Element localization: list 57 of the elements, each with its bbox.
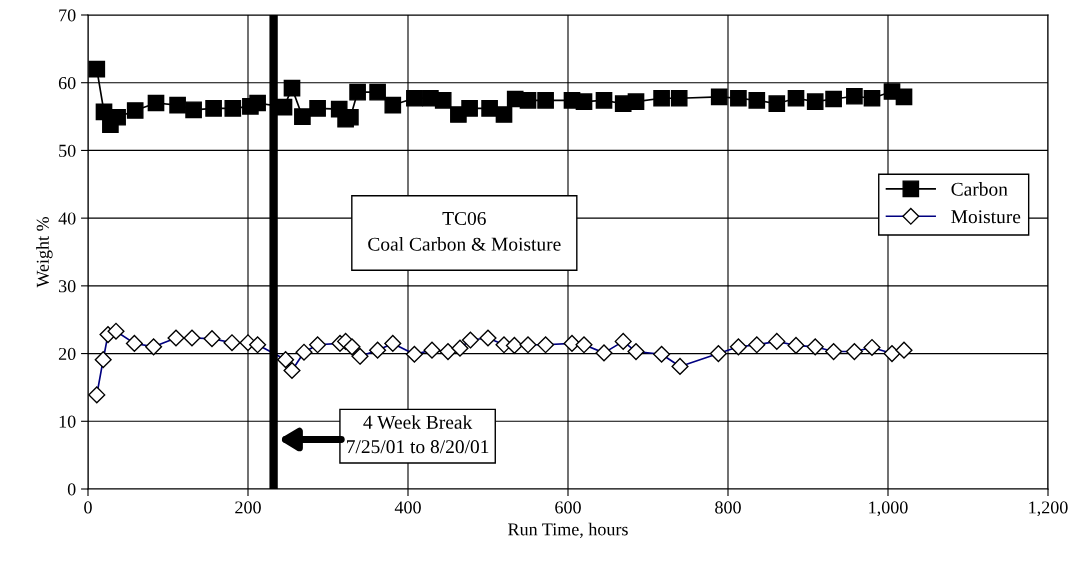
point bbox=[575, 93, 593, 111]
point bbox=[406, 89, 423, 107]
point bbox=[88, 60, 106, 78]
y-tick-label: 10 bbox=[59, 415, 76, 428]
point bbox=[846, 87, 863, 105]
y-tick-label: 40 bbox=[58, 212, 76, 225]
y-tick-label: 50 bbox=[59, 144, 76, 157]
point bbox=[495, 106, 513, 123]
point bbox=[768, 95, 786, 113]
point bbox=[825, 90, 842, 108]
point bbox=[249, 94, 266, 112]
x-axis-title: Run Time, hours bbox=[508, 522, 628, 539]
point bbox=[670, 89, 688, 107]
point bbox=[169, 96, 186, 114]
point bbox=[806, 93, 824, 111]
point bbox=[283, 79, 301, 97]
text: TC06 Coal Carbon & Moisture bbox=[368, 211, 561, 251]
point bbox=[481, 100, 498, 117]
point bbox=[863, 89, 881, 107]
point bbox=[185, 101, 202, 119]
x-tick-label: 200 bbox=[235, 501, 261, 514]
point bbox=[294, 108, 311, 125]
y-tick-label: 70 bbox=[59, 9, 76, 22]
point bbox=[434, 91, 452, 109]
point bbox=[627, 93, 645, 111]
point bbox=[895, 88, 913, 106]
x-tick-label: 400 bbox=[394, 501, 421, 514]
y-tick-label: 20 bbox=[58, 347, 76, 361]
y-tick-label: 30 bbox=[59, 280, 76, 293]
x-tick-label: 600 bbox=[555, 501, 581, 514]
x-tick-label: 1,000 bbox=[869, 501, 908, 517]
point bbox=[537, 91, 554, 109]
ref-line-label: 4 Week Break 7/25/01 to 8/20/01 bbox=[347, 415, 489, 454]
point bbox=[369, 83, 386, 101]
point bbox=[309, 100, 326, 117]
legend-label: Moisture bbox=[951, 210, 1021, 224]
point bbox=[710, 88, 728, 106]
point bbox=[205, 100, 222, 117]
point bbox=[384, 96, 402, 114]
point bbox=[653, 89, 670, 107]
x-tick-label: 800 bbox=[715, 501, 741, 514]
point bbox=[730, 89, 747, 107]
y-tick-label: 0 bbox=[67, 483, 76, 496]
x-tick-label: 1,200 bbox=[1029, 501, 1068, 517]
point bbox=[519, 91, 537, 109]
point bbox=[787, 89, 805, 107]
point bbox=[349, 83, 366, 101]
point bbox=[595, 91, 613, 109]
y-axis-title: Weight % bbox=[36, 216, 53, 288]
point bbox=[126, 102, 144, 119]
legend-label: Carbon bbox=[951, 182, 1008, 196]
point bbox=[224, 100, 242, 117]
x-tick-label: 0 bbox=[84, 501, 92, 514]
y-tick-label: 60 bbox=[58, 76, 76, 90]
point bbox=[748, 91, 766, 109]
point bbox=[147, 94, 165, 112]
point bbox=[461, 100, 478, 117]
